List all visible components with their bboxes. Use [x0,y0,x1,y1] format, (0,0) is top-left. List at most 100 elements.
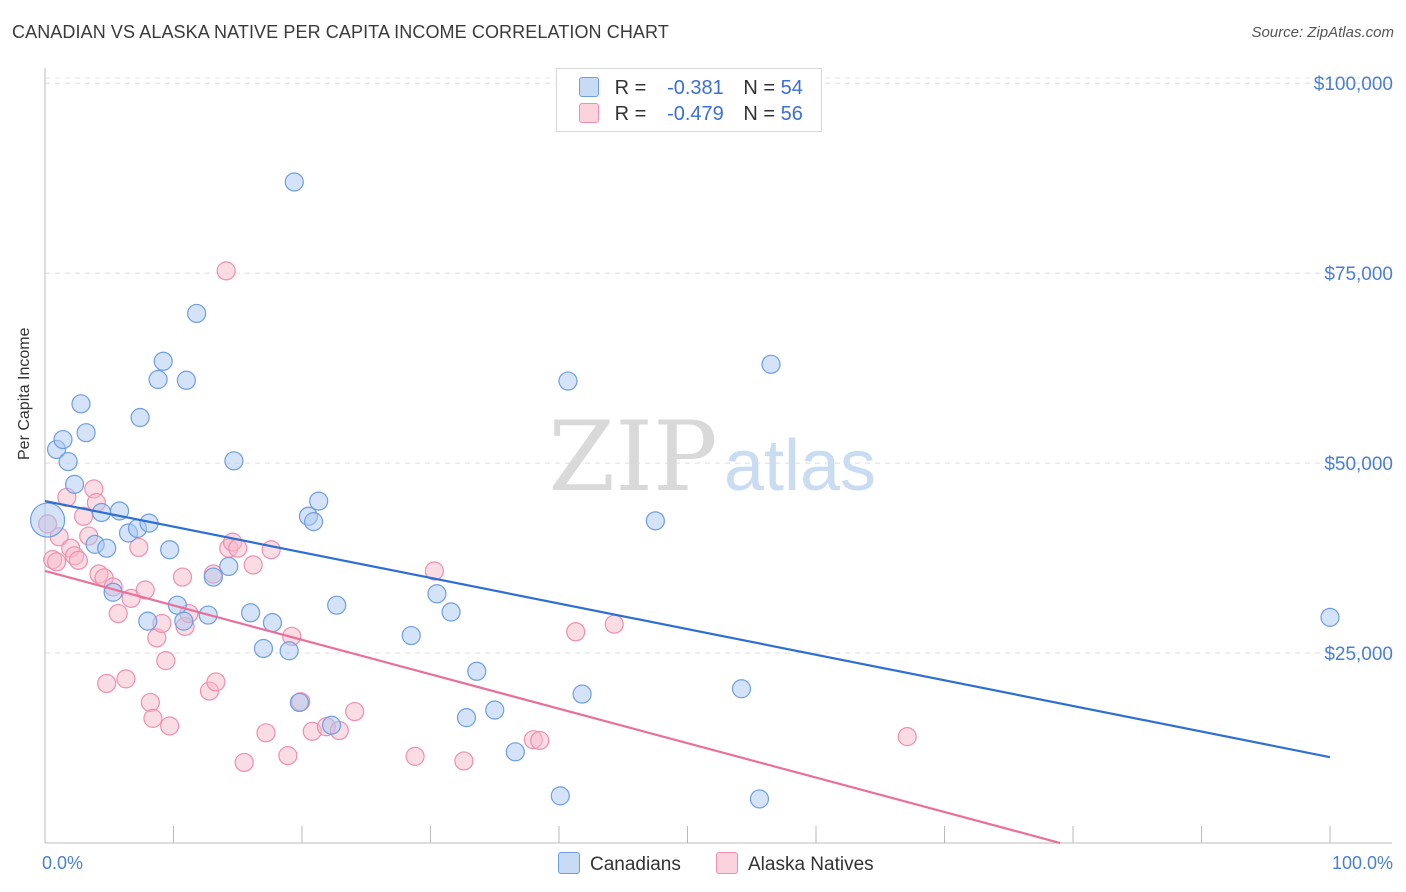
canadians-point [441,602,461,622]
y-tick-label: $50,000 [1324,454,1393,475]
watermark-zip: ZIP [548,401,717,513]
canadians-point [572,684,592,704]
x-tick-label-max: 100.0% [1332,853,1393,873]
canadians-point [29,502,66,538]
canadians-point [160,540,180,560]
alaska-natives-point [424,561,444,581]
canadians-point [427,584,447,604]
canadians-point [253,638,274,659]
canadians-point [174,611,194,631]
canadians-point [262,613,283,633]
alaska-natives-points [37,261,917,773]
canadians-point [749,789,770,809]
chart-title: CANADIAN VS ALASKA NATIVE PER CAPITA INC… [12,22,669,42]
x-tick-labels: 0.0% 100.0% [42,853,1393,873]
canadians-point [130,407,150,428]
alaska-natives-point [129,537,149,558]
y-tick-label: $100,000 [1314,74,1393,95]
canadians-point [1320,607,1340,627]
canadians-point [241,603,261,623]
y-tick-label: $25,000 [1324,644,1393,665]
alaska-natives-point [261,540,281,560]
axes [44,68,1392,844]
watermark-atlas: atlas [724,426,876,506]
legend-r-label: R = [614,103,647,125]
alaska-natives-point [73,506,94,526]
alaska-natives-point [454,751,474,771]
canadians-point [203,567,223,587]
alaska-natives-point [172,567,193,587]
alaska-natives-point [206,672,226,692]
canadians-point [761,354,781,374]
legend-label-alaska: Alaska Natives [748,854,874,875]
alaska-natives-point [156,651,176,671]
legend-row-alaska: R = -0.479 N = 56 [579,103,803,125]
alaska-natives-point [604,614,624,634]
canadians-point [224,451,244,471]
alaska-natives-point [108,603,128,624]
legend-swatch-alaska [579,103,599,123]
canadians-point [558,371,578,391]
alaska-natives-point [116,669,136,689]
alaska-natives-point [530,730,550,751]
alaska-natives-point [143,708,163,728]
y-tick-label: $75,000 [1324,264,1393,285]
canadians-point [485,700,505,720]
canadians-point [309,491,329,511]
legend-n-label: N = [743,77,776,99]
canadians-point [153,351,173,371]
alaska-natives-point [68,550,89,570]
canadians-point [176,370,196,390]
legend-swatch-alaska [716,852,738,874]
alaska-natives-point [160,716,180,736]
y-tick-labels: $25,000 $50,000 $75,000 $100,000 [1314,74,1393,665]
canadians-point [279,641,299,661]
legend-swatch-canadians [558,852,580,874]
source-label: Source: ZipAtlas.com [1251,24,1394,41]
alaska-natives-point [140,692,160,713]
canadians-point [321,715,342,735]
alaska-natives-point [278,746,298,766]
legend-n-label: N = [743,103,776,125]
canadians-point [71,394,91,414]
legend-r-label: R = [614,77,647,99]
canadians-point [138,611,158,631]
bottom-legend-canadians[interactable]: Canadians [558,852,681,876]
canadians-point [467,661,487,681]
alaska-natives-point [897,727,917,747]
canadians-point [219,556,239,577]
trend-lines [44,500,1331,845]
canadians-point [645,511,665,531]
bottom-legend-alaska[interactable]: Alaska Natives [716,852,874,876]
alaska-natives-point [46,552,67,572]
legend-n-value-canadians: 54 [780,77,803,99]
canadians-point [303,512,324,532]
alaska-natives-point [216,261,236,281]
canadians-point [148,369,168,390]
x-tick-label-min: 0.0% [42,853,83,873]
canadians-point [401,625,421,646]
alaska-natives-point [405,746,425,766]
canadians-trend-line [44,500,1331,759]
alaska-natives-point [97,673,117,694]
alaska-natives-point [566,622,586,642]
legend-r-value-alaska: -0.479 [667,103,724,125]
canadians-point [53,429,73,450]
canadians-point [456,708,477,728]
watermark: ZIP atlas [548,401,876,513]
correlation-legend: R = -0.381 N = 54 R = -0.479 N = 56 [556,68,822,132]
legend-n-value-alaska: 56 [780,103,803,125]
canadians-point [64,474,85,494]
canadians-point [58,451,78,472]
alaska-natives-point [228,538,248,558]
legend-r-value-canadians: -0.381 [667,77,724,99]
alaska-natives-point [256,723,276,743]
canadians-point [103,582,123,602]
alaska-natives-point [234,752,254,773]
canadians-point [289,692,310,713]
canadians-point [505,742,525,762]
canadians-point [327,595,347,615]
canadians-point [284,172,304,192]
legend-swatch-canadians [579,77,599,97]
